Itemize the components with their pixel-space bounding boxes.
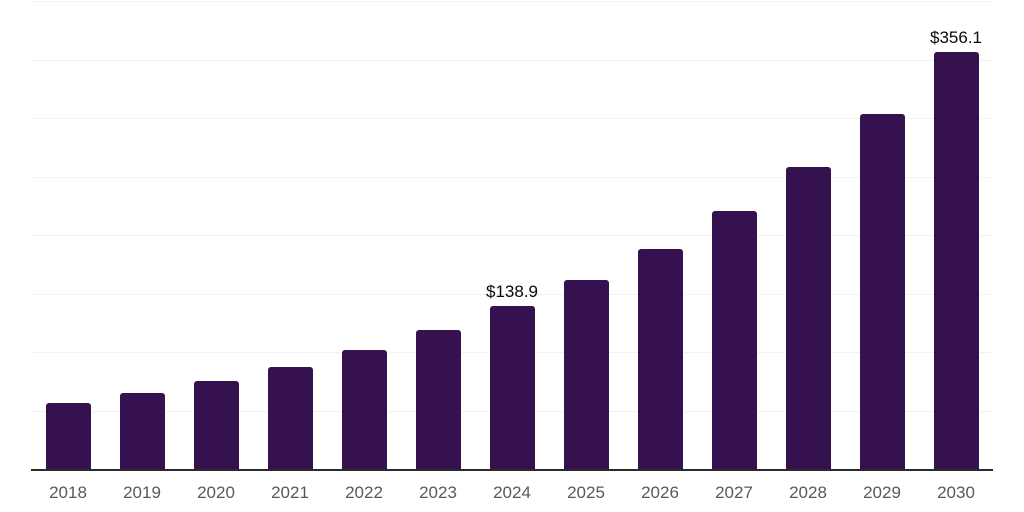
gridline (31, 1, 993, 2)
bar-value-label-2024: $138.9 (486, 282, 538, 302)
x-axis-line (31, 469, 993, 471)
gridline (31, 176, 993, 178)
bar-2021 (267, 366, 313, 469)
bar-2029 (859, 113, 905, 469)
bar-value-label-2030: $356.1 (930, 28, 982, 48)
x-tick-label-2027: 2027 (715, 483, 753, 502)
bar-2030 (933, 52, 979, 469)
x-tick-label-2019: 2019 (123, 483, 161, 502)
bar-2026 (637, 248, 683, 469)
x-tick-label-2030: 2030 (937, 483, 975, 502)
gridline (31, 59, 993, 61)
x-tick-label-2022: 2022 (345, 483, 383, 502)
gridline (31, 235, 993, 236)
gridline (31, 293, 993, 295)
x-tick-label-2018: 2018 (49, 483, 87, 502)
x-tick-label-2026: 2026 (641, 483, 679, 502)
x-tick-label-2020: 2020 (197, 483, 235, 502)
x-tick-label-2025: 2025 (567, 483, 605, 502)
bar-2019 (119, 392, 165, 469)
x-tick-label-2024: 2024 (493, 483, 531, 502)
bar-2022 (341, 349, 387, 469)
gridline (31, 118, 993, 119)
x-tick-label-2029: 2029 (863, 483, 901, 502)
bar-2020 (193, 381, 239, 469)
bar-2025 (563, 279, 609, 469)
bar-2028 (785, 166, 831, 469)
x-tick-label-2028: 2028 (789, 483, 827, 502)
bar-2023 (415, 329, 461, 469)
bar-2018 (45, 403, 91, 469)
bar-2024 (489, 306, 535, 469)
bar-2027 (711, 210, 757, 469)
x-tick-label-2021: 2021 (271, 483, 309, 502)
x-tick-label-2023: 2023 (419, 483, 457, 502)
